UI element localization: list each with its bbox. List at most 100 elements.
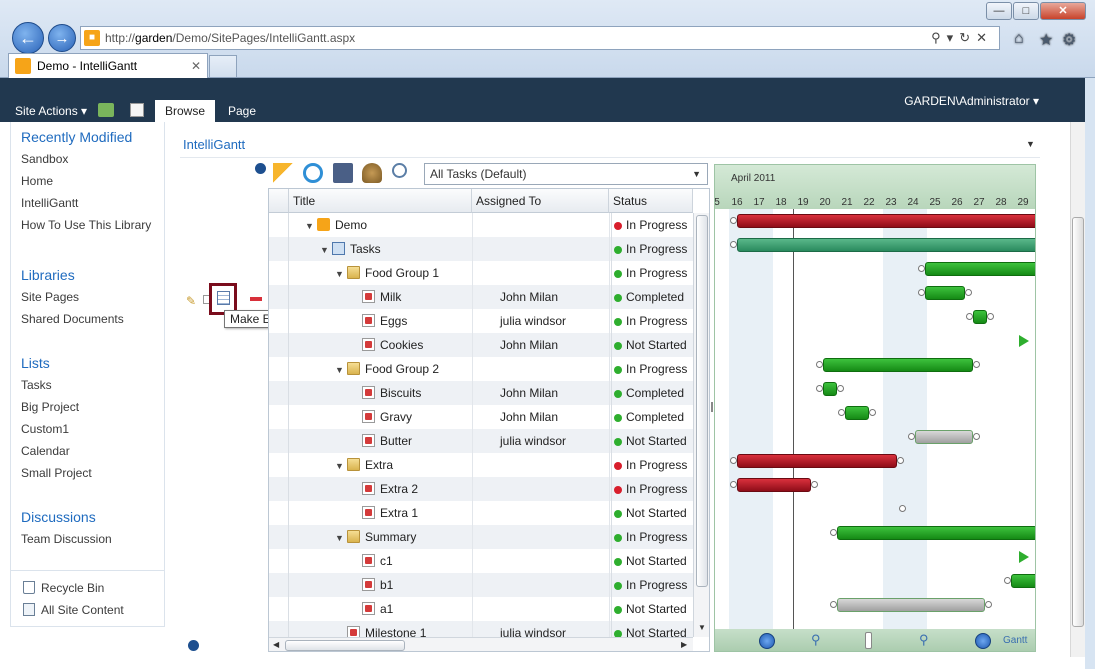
minimize-button[interactable]: — (986, 2, 1012, 20)
task-title-cell[interactable]: Milk (350, 285, 401, 309)
gantt-bar[interactable] (823, 358, 973, 372)
nav-item[interactable]: Calendar (21, 444, 70, 458)
nav-item[interactable]: Team Discussion (21, 532, 112, 546)
grid-horizontal-scrollbar[interactable]: ◀ ▶ (269, 637, 693, 651)
status-cell[interactable]: Not Started (611, 333, 687, 357)
gantt-link-handle[interactable] (830, 601, 837, 608)
assigned-cell[interactable]: John Milan (500, 386, 559, 400)
gantt-bar[interactable] (737, 454, 897, 468)
task-title-cell[interactable]: c1 (350, 549, 393, 573)
status-cell[interactable]: Not Started (611, 501, 687, 525)
collapse-triangle-icon[interactable]: ▼ (335, 461, 344, 471)
gantt-link-handle[interactable] (918, 289, 925, 296)
zoom-out-icon[interactable]: ⚲ (811, 632, 821, 647)
refresh-icon[interactable] (303, 163, 323, 183)
assigned-cell[interactable]: julia windsor (500, 314, 567, 328)
splitter-handle[interactable] (711, 402, 713, 412)
task-title-cell[interactable]: Cookies (350, 333, 423, 357)
table-row[interactable]: Cookies John Milan Not Started (269, 333, 693, 357)
nav-item[interactable]: Custom1 (21, 422, 70, 436)
site-actions-menu[interactable]: Site Actions ▾ (15, 104, 88, 118)
grid-vertical-scrollbar[interactable]: ▼ (693, 213, 709, 637)
recycle-bin-link[interactable]: Recycle Bin (41, 581, 105, 595)
table-row[interactable]: Butter julia windsor Not Started (269, 429, 693, 453)
address-bar[interactable]: ■ http://garden/Demo/SitePages/IntelliGa… (80, 26, 1000, 50)
make-event-button[interactable] (209, 283, 237, 315)
gantt-link-handle[interactable] (837, 385, 844, 392)
status-cell[interactable]: In Progress (611, 237, 687, 261)
status-cell[interactable]: Not Started (611, 549, 687, 573)
arrow-up-left-icon[interactable] (273, 163, 293, 183)
assigned-cell[interactable]: John Milan (500, 410, 559, 424)
row-selector[interactable] (269, 285, 289, 309)
gantt-link-handle[interactable] (918, 265, 925, 272)
gantt-link-handle[interactable] (973, 361, 980, 368)
table-row[interactable]: a1 Not Started (269, 597, 693, 621)
table-row[interactable]: ▼ Food Group 2 In Progress (269, 357, 693, 381)
table-row[interactable]: Eggs julia windsor In Progress (269, 309, 693, 333)
nav-item[interactable]: Site Pages (21, 290, 80, 304)
row-selector[interactable] (269, 213, 289, 237)
tab-page[interactable]: Page (228, 104, 257, 118)
webpart-title[interactable]: IntelliGantt (183, 137, 246, 152)
gantt-link-handle[interactable] (1004, 577, 1011, 584)
zoom-slider[interactable] (865, 632, 872, 649)
gantt-link-handle[interactable] (811, 481, 818, 488)
table-row[interactable]: ▼ Tasks In Progress (269, 237, 693, 261)
zoom-in-icon[interactable]: ⚲ (919, 632, 929, 647)
gantt-bar[interactable] (845, 406, 869, 420)
table-row[interactable]: Extra 1 Not Started (269, 501, 693, 525)
nav-item[interactable]: Shared Documents (21, 312, 124, 326)
favorites-icon[interactable]: ★ (1039, 32, 1054, 49)
milestone-marker-icon[interactable] (1019, 551, 1029, 563)
task-title-cell[interactable]: a1 (350, 597, 393, 621)
row-selector[interactable] (269, 261, 289, 285)
task-title-cell[interactable]: ▼ Extra (335, 453, 393, 477)
maximize-button[interactable]: □ (1013, 2, 1039, 20)
table-row[interactable]: Gravy John Milan Completed (269, 405, 693, 429)
status-cell[interactable]: Completed (611, 381, 684, 405)
gantt-link-handle[interactable] (730, 481, 737, 488)
browser-tab[interactable]: Demo - IntelliGantt ✕ (8, 53, 208, 78)
page-scroll-thumb[interactable] (1072, 217, 1084, 627)
status-cell[interactable]: In Progress (611, 309, 687, 333)
assigned-cell[interactable]: julia windsor (500, 434, 567, 448)
row-selector[interactable] (269, 501, 289, 525)
task-title-cell[interactable]: b1 (350, 573, 393, 597)
row-selector[interactable] (269, 237, 289, 261)
gantt-link-handle[interactable] (985, 601, 992, 608)
assigned-cell[interactable]: julia windsor (500, 626, 567, 640)
gantt-bar[interactable] (737, 214, 1035, 228)
gantt-link-handle[interactable] (830, 529, 837, 536)
delete-icon[interactable] (250, 297, 262, 301)
collapse-triangle-icon[interactable]: ▼ (320, 245, 329, 255)
table-row[interactable]: Biscuits John Milan Completed (269, 381, 693, 405)
page-vertical-scrollbar[interactable] (1070, 122, 1085, 657)
row-selector[interactable] (269, 333, 289, 357)
task-title-cell[interactable]: Biscuits (350, 381, 421, 405)
back-icon[interactable]: ← (12, 22, 44, 54)
gantt-bar[interactable] (737, 238, 1035, 252)
gear-icon[interactable]: ⚙ (1062, 32, 1077, 49)
collapse-toolbar-icon[interactable] (255, 163, 266, 174)
forward-icon[interactable]: → (48, 24, 76, 52)
milestone-marker-icon[interactable] (1019, 335, 1029, 347)
status-cell[interactable]: In Progress (611, 261, 687, 285)
scroll-back-icon[interactable] (759, 633, 775, 649)
close-window-button[interactable]: ✕ (1040, 2, 1086, 20)
scroll-thumb[interactable] (696, 215, 708, 587)
column-header-status[interactable]: Status (609, 189, 693, 213)
collapse-triangle-icon[interactable]: ▼ (335, 533, 344, 543)
table-row[interactable]: ▼ Summary In Progress (269, 525, 693, 549)
row-selector[interactable] (269, 621, 289, 645)
task-title-cell[interactable]: ▼ Demo (305, 213, 367, 237)
status-cell[interactable]: Completed (611, 405, 684, 429)
row-selector[interactable] (269, 573, 289, 597)
webpart-menu-icon[interactable]: ▼ (1026, 139, 1035, 149)
gantt-link-handle[interactable] (730, 217, 737, 224)
task-title-cell[interactable]: Milestone 1 (335, 621, 426, 645)
scroll-forward-icon[interactable] (975, 633, 991, 649)
nav-item[interactable]: Home (21, 174, 54, 188)
search-icon[interactable] (392, 163, 407, 178)
row-selector[interactable] (269, 381, 289, 405)
